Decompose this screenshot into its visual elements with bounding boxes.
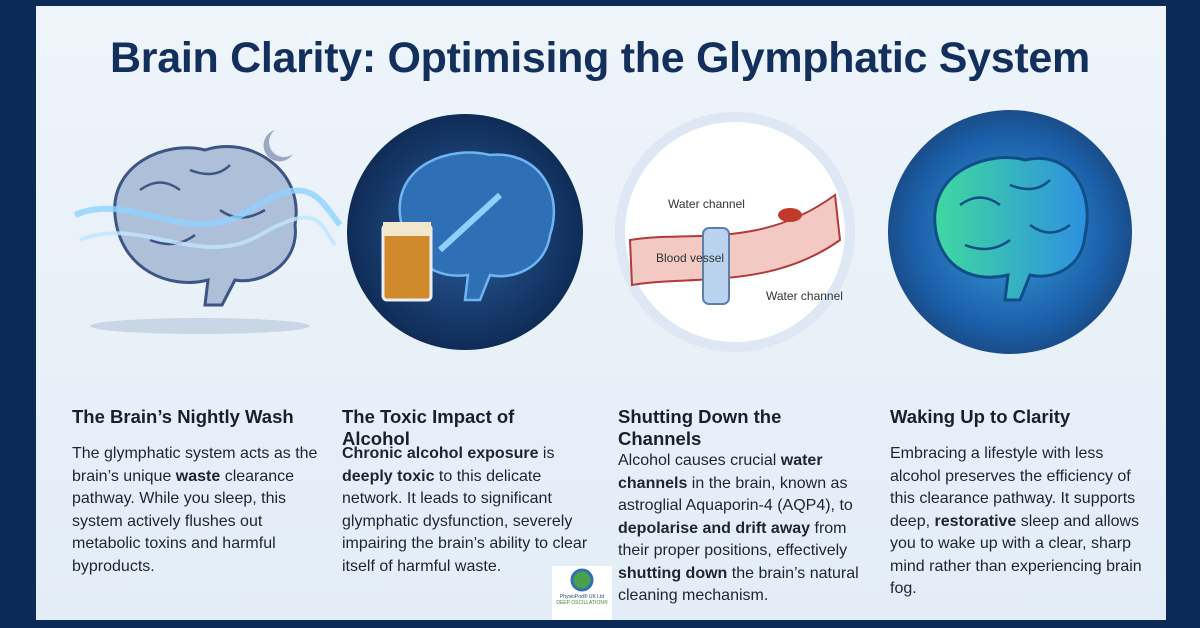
brain-wash-icon [73,130,343,334]
text: sleep and allows you to wake up with a c… [890,512,1142,598]
text: Embracing a lifestyle with less alcohol … [890,445,1136,530]
text: to this delicate network. It leads to si… [342,467,588,575]
bold-text: water channels [618,452,823,492]
diagram-label: Water channel [668,197,745,211]
column-text: Embracing a lifestyle with less alcohol … [890,443,1148,601]
diagram-label: Blood vessel [656,251,724,265]
text: the brain’s natural cleaning mechanism. [618,564,859,605]
column-heading: The Toxic Impact of Alcohol [342,406,515,449]
text: clearance pathway. While you sleep, this… [72,467,295,575]
text: The glymphatic system acts as the brain’… [72,445,318,485]
text: from their proper positions, effectively [618,519,848,560]
bold-text: deeply toxic [342,467,435,485]
alcohol-icon [347,114,583,350]
diagram-label: Water channel [766,289,843,303]
bold-text: Chronic alcohol exposure [342,445,539,462]
column-text: Chronic alcohol exposure is deeply toxic… [342,443,600,578]
text: Alcohol causes crucial [618,452,781,469]
logo: PhysioPod® UK Ltd DEEP OSCILLATION® [552,566,612,620]
column-text: The glymphatic system acts as the brain’… [72,443,330,578]
bold-text: depolarise and drift away [618,519,811,537]
bold-text: waste [175,467,221,485]
logo-globe [570,568,594,592]
bold-text: shutting down [618,564,728,582]
clarity-icon [888,110,1132,354]
logo-tagline: DEEP OSCILLATION® [556,600,608,606]
title: Brain Clarity: Optimising the Glymphatic… [110,34,1090,82]
column-heading: Shutting Down the Channels [618,406,782,449]
bold-text: restorative [934,512,1017,530]
text: in the brain, known as astroglial Aquapo… [618,474,853,515]
channel-diagram: Water channel Blood vessel Water channel [615,112,855,352]
column-text: Alcohol causes crucial water channels in… [618,450,876,608]
column-heading: Waking Up to Clarity [890,406,1071,427]
logo-name: PhysioPod® UK Ltd [559,594,605,600]
text: is [538,445,555,462]
column-heading: The Brain’s Nightly Wash [72,406,294,427]
